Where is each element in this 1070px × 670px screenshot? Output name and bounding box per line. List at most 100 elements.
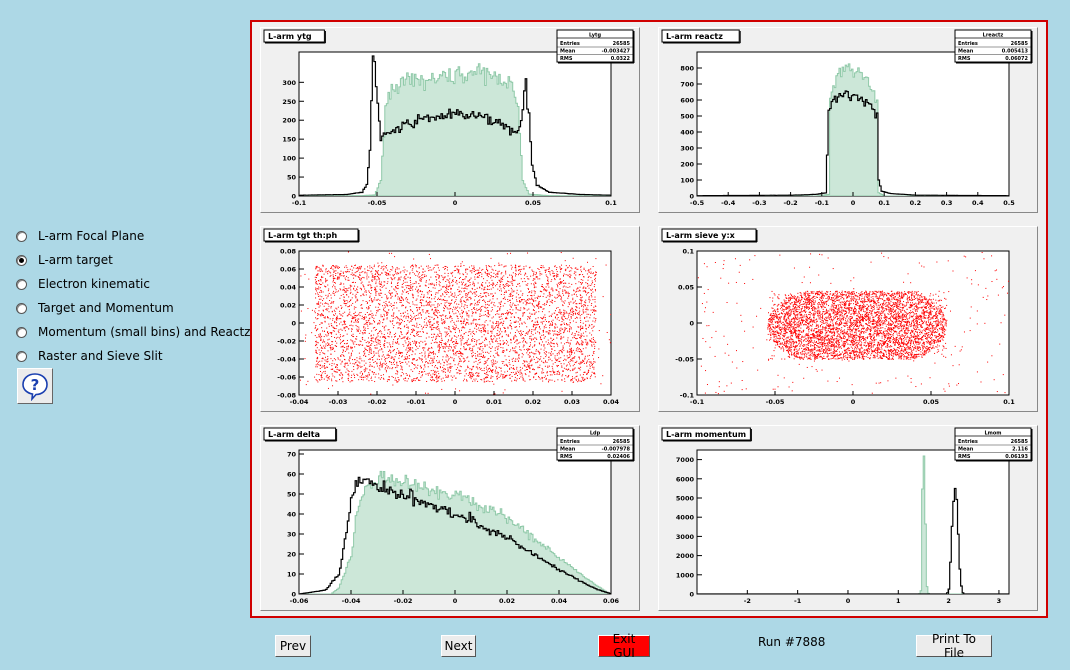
scatter-point — [423, 305, 425, 307]
scatter-point — [382, 377, 384, 379]
scatter-point — [466, 340, 468, 342]
plot-pad[interactable]: -0.5 -0.4 -0.3 -0.2 -0.1 0 0.1 0.2 0.3 0.4 0.5 0 100… — [658, 27, 1038, 213]
scatter-point — [448, 345, 450, 347]
radio-option[interactable]: Electron kinematic — [16, 272, 250, 296]
scatter-point — [550, 315, 552, 317]
radio-button[interactable] — [16, 326, 27, 338]
scatter-point — [444, 368, 446, 370]
scatter-point — [371, 337, 373, 339]
scatter-point — [374, 277, 376, 279]
radio-button[interactable] — [16, 278, 27, 290]
scatter-point — [369, 322, 371, 324]
scatter-point — [475, 323, 477, 325]
scatter-point — [352, 302, 354, 304]
radio-option[interactable]: Target and Momentum — [16, 296, 250, 320]
scatter-point — [495, 362, 497, 364]
scatter-point — [558, 332, 560, 334]
scatter-point — [341, 324, 343, 326]
scatter-point — [582, 379, 584, 381]
scatter-point — [381, 286, 383, 288]
plot-pad[interactable]: -0.1 -0.05 0 0.05 0.1 0 50 100 150 200 250 300 L-arm… — [260, 27, 640, 213]
scatter-point — [351, 334, 353, 336]
scatter-point — [397, 381, 399, 383]
radio-button[interactable] — [16, 302, 27, 314]
scatter-point — [460, 335, 462, 337]
radio-option[interactable]: L-arm Focal Plane — [16, 224, 250, 248]
radio-button[interactable] — [16, 254, 27, 266]
scatter-point — [405, 373, 407, 375]
scatter-point — [519, 341, 521, 343]
scatter-point — [429, 355, 431, 357]
scatter-point — [506, 310, 508, 312]
scatter-point — [451, 357, 453, 359]
scatter-point — [425, 275, 427, 277]
scatter-point — [340, 355, 342, 357]
scatter-point — [513, 337, 515, 339]
scatter-point — [580, 335, 582, 337]
scatter-point — [560, 313, 562, 315]
scatter-point — [539, 305, 541, 307]
scatter-point — [390, 351, 392, 353]
scatter-point — [431, 269, 433, 271]
scatter-point — [375, 347, 377, 349]
scatter-point — [441, 337, 443, 339]
scatter-point — [541, 317, 543, 319]
scatter-point — [560, 330, 562, 332]
scatter-point — [368, 372, 370, 374]
scatter-point — [364, 371, 366, 373]
scatter-point — [490, 369, 492, 371]
radio-option[interactable]: Raster and Sieve Slit — [16, 344, 250, 368]
scatter-point — [406, 337, 408, 339]
scatter-point — [407, 338, 409, 340]
scatter-point — [580, 303, 582, 305]
plot-pad[interactable]: -0.04 -0.03 -0.02 -0.01 0 0.01 0.02 0.03 0.04 -0.… — [260, 226, 640, 412]
scatter-point — [325, 308, 327, 310]
scatter-point — [568, 314, 570, 316]
scatter-point — [300, 275, 302, 277]
scatter-point — [449, 312, 451, 314]
scatter-point — [501, 264, 503, 266]
scatter-point — [474, 352, 476, 354]
scatter-point — [520, 334, 522, 336]
scatter-point — [487, 330, 489, 332]
scatter-point — [454, 308, 456, 310]
scatter-point — [384, 343, 386, 345]
scatter-point — [390, 345, 392, 347]
scatter-point — [394, 356, 396, 358]
scatter-point — [321, 375, 323, 377]
scatter-point — [385, 371, 387, 373]
scatter-point — [577, 348, 579, 350]
scatter-point — [392, 274, 394, 276]
scatter-point — [579, 380, 581, 382]
scatter-point — [333, 270, 335, 272]
scatter-point — [590, 294, 592, 296]
scatter-point — [541, 360, 543, 362]
scatter-point — [425, 327, 427, 329]
scatter-point — [508, 295, 510, 297]
scatter-point — [448, 291, 450, 293]
scatter-point — [396, 373, 398, 375]
scatter-point — [497, 276, 499, 278]
scatter-point — [514, 352, 516, 354]
scatter-point — [586, 309, 588, 311]
radio-option[interactable]: L-arm target — [16, 248, 250, 272]
scatter-point — [539, 336, 541, 338]
scatter-point — [360, 378, 362, 380]
scatter-point — [410, 329, 412, 331]
radio-option[interactable]: Momentum (small bins) and Reactz — [16, 320, 250, 344]
scatter-point — [426, 291, 428, 293]
scatter-point — [450, 331, 452, 333]
radio-button[interactable] — [16, 230, 27, 242]
scatter-point — [489, 381, 491, 383]
scatter-point — [319, 352, 321, 354]
scatter-point — [480, 324, 482, 326]
scatter-point — [513, 368, 515, 370]
help-button[interactable]: ? — [17, 368, 53, 404]
scatter-point — [504, 286, 506, 288]
scatter-point — [463, 300, 465, 302]
scatter-point — [396, 348, 398, 350]
radio-button[interactable] — [16, 350, 27, 362]
scatter-point — [478, 343, 480, 345]
scatter-point — [368, 342, 370, 344]
scatter-point — [549, 296, 551, 298]
